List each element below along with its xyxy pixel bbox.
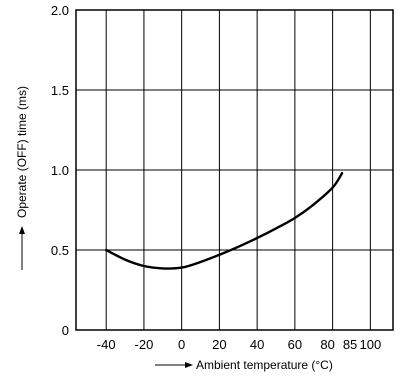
grid-lines [75,9,394,331]
y-tick-labels: 0 0.5 1.0 1.5 2.0 [51,3,69,338]
x-tick-label: 40 [250,337,264,352]
x-tick-label: 80 [320,337,334,352]
x-axis-label: Ambient temperature (°C) [196,358,333,372]
x-axis-title: Ambient temperature (°C) [155,358,333,372]
x-tick-label: 85 [343,337,357,352]
x-axis-arrow-head [185,362,193,368]
x-tick-label: 20 [212,337,226,352]
series-line [104,172,344,270]
x-tick-label: 100 [360,337,382,352]
x-tick-label: -40 [97,337,116,352]
x-tick-label: 60 [288,337,302,352]
y-axis-label: Operate (OFF) time (ms) [15,86,29,218]
plot-frame [75,9,394,331]
x-tick-label: -20 [135,337,154,352]
x-tick-labels: -40 -20 0 20 40 60 80 85 100 [97,337,381,352]
y-tick-label: 2.0 [51,3,69,18]
series-layer [104,172,344,270]
x-tick-label: 0 [178,337,185,352]
y-tick-label: 1.5 [51,83,69,98]
y-axis-arrow-head [19,226,25,234]
y-tick-label: 1.0 [51,163,69,178]
y-tick-label: 0.5 [51,243,69,258]
y-tick-label: 0 [62,323,69,338]
y-axis-title: Operate (OFF) time (ms) [15,86,29,270]
